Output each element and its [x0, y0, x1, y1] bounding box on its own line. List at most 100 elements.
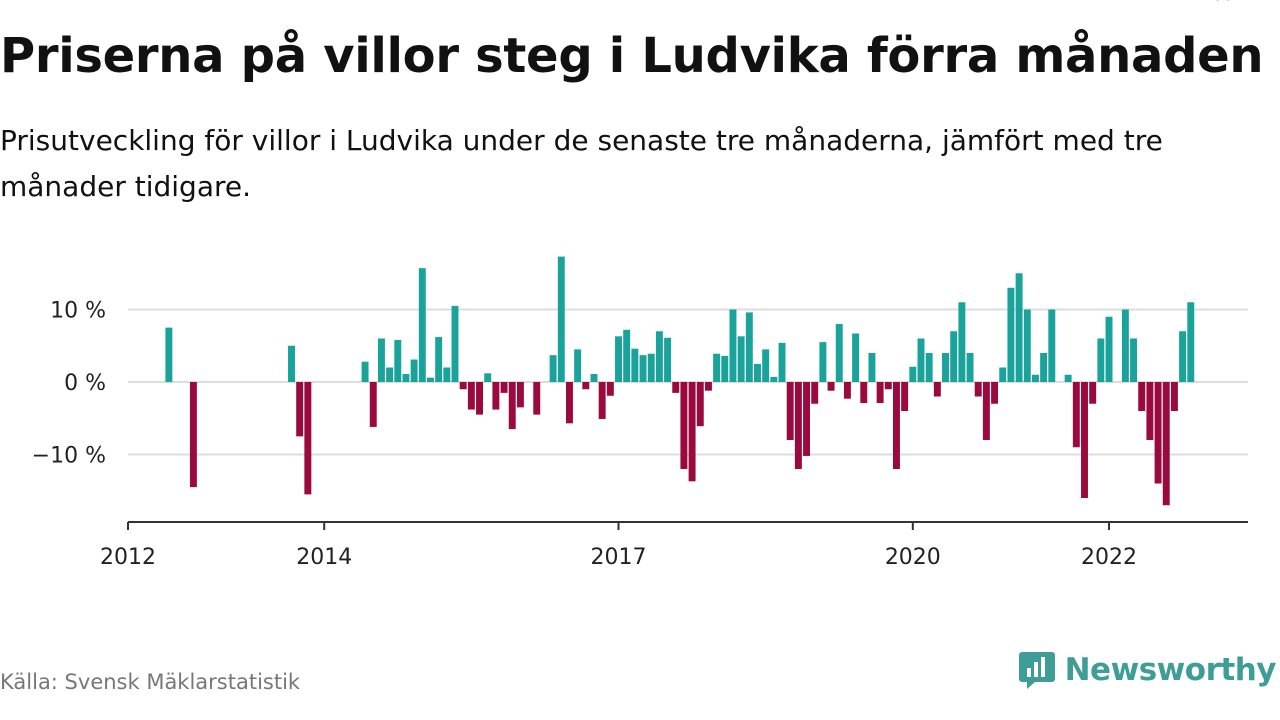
bar [1089, 382, 1097, 404]
y-tick-label: −10 % [32, 444, 106, 469]
bar [582, 382, 590, 390]
bar [304, 382, 312, 495]
bar [982, 382, 990, 440]
bar [1121, 309, 1129, 382]
bar [1179, 331, 1187, 382]
bar [1031, 374, 1039, 382]
bars [165, 256, 1195, 506]
source-note: Källa: Svensk Mäklarstatistik [0, 670, 301, 694]
bar [386, 367, 394, 382]
bar [672, 382, 680, 393]
y-axis: 10 % 0 % −10 % [32, 299, 106, 469]
bar [729, 309, 737, 382]
bar [574, 349, 582, 382]
bar [165, 327, 173, 382]
bar [1170, 382, 1178, 411]
bar [827, 382, 835, 391]
bar [418, 268, 426, 382]
bar [590, 374, 598, 382]
bar [1023, 309, 1031, 382]
bar [451, 305, 459, 382]
bar [288, 345, 295, 382]
bar [942, 353, 949, 382]
brand-logo-block: Newsworthy [1018, 650, 1277, 690]
bar [361, 361, 369, 382]
bar [508, 382, 516, 430]
bar [516, 382, 524, 408]
bar [737, 336, 745, 382]
bar [1007, 287, 1015, 382]
bar [565, 382, 573, 424]
bar [631, 348, 639, 382]
bar [835, 324, 843, 382]
bar [1072, 382, 1080, 448]
y-tick-label: 0 % [64, 371, 106, 396]
bar [803, 382, 811, 456]
bar [598, 382, 606, 419]
bar [443, 367, 451, 382]
bar [402, 374, 410, 382]
brand-name: Newsworthy [1064, 652, 1277, 688]
bar [933, 382, 941, 397]
bar [1097, 338, 1105, 382]
bar [655, 331, 663, 382]
bar [647, 353, 655, 382]
bar [950, 331, 958, 382]
x-tick-label: 2020 [885, 545, 941, 570]
bar [394, 339, 402, 382]
bar [492, 382, 500, 410]
bar [500, 382, 508, 393]
bar [786, 382, 794, 440]
annotations: 11 % [1177, 0, 1233, 6]
bar [639, 355, 647, 382]
bar [966, 353, 974, 382]
bar [991, 382, 999, 404]
bar [974, 382, 982, 397]
bar [1138, 382, 1146, 411]
bar [688, 382, 696, 482]
bar [770, 376, 778, 382]
bar [794, 382, 802, 469]
bar [1130, 338, 1138, 382]
bar [533, 382, 541, 415]
newsworthy-logo-icon [1018, 652, 1055, 689]
bar [704, 382, 712, 391]
bar [1081, 382, 1088, 498]
bar [843, 382, 851, 399]
bar [427, 377, 434, 382]
x-tick-label: 2014 [296, 545, 352, 570]
bar [549, 355, 557, 382]
bar [917, 338, 925, 382]
bar [606, 382, 614, 396]
bar [860, 382, 868, 404]
bar [999, 367, 1007, 382]
bar [377, 338, 385, 382]
bar [369, 382, 377, 427]
bar [1015, 273, 1023, 382]
bar [1105, 316, 1113, 382]
bar [467, 382, 475, 410]
bar [1048, 309, 1056, 382]
bar [762, 349, 770, 382]
bar [189, 382, 197, 488]
bar [721, 355, 729, 382]
bar [713, 353, 721, 382]
bar [754, 363, 761, 382]
x-tick-label: 2022 [1081, 545, 1137, 570]
bar [459, 382, 467, 390]
bar [958, 302, 966, 382]
bar [1154, 382, 1162, 484]
bar [410, 359, 418, 382]
bar [745, 312, 753, 382]
bar [892, 382, 900, 469]
bar [296, 382, 304, 437]
bar [1040, 353, 1048, 382]
bar [876, 382, 884, 404]
bar [615, 336, 622, 382]
y-tick-label: 10 % [50, 299, 106, 324]
last-value-label: 11 % [1177, 0, 1233, 6]
bar [884, 382, 892, 390]
bar [909, 366, 917, 382]
bar [435, 337, 443, 382]
